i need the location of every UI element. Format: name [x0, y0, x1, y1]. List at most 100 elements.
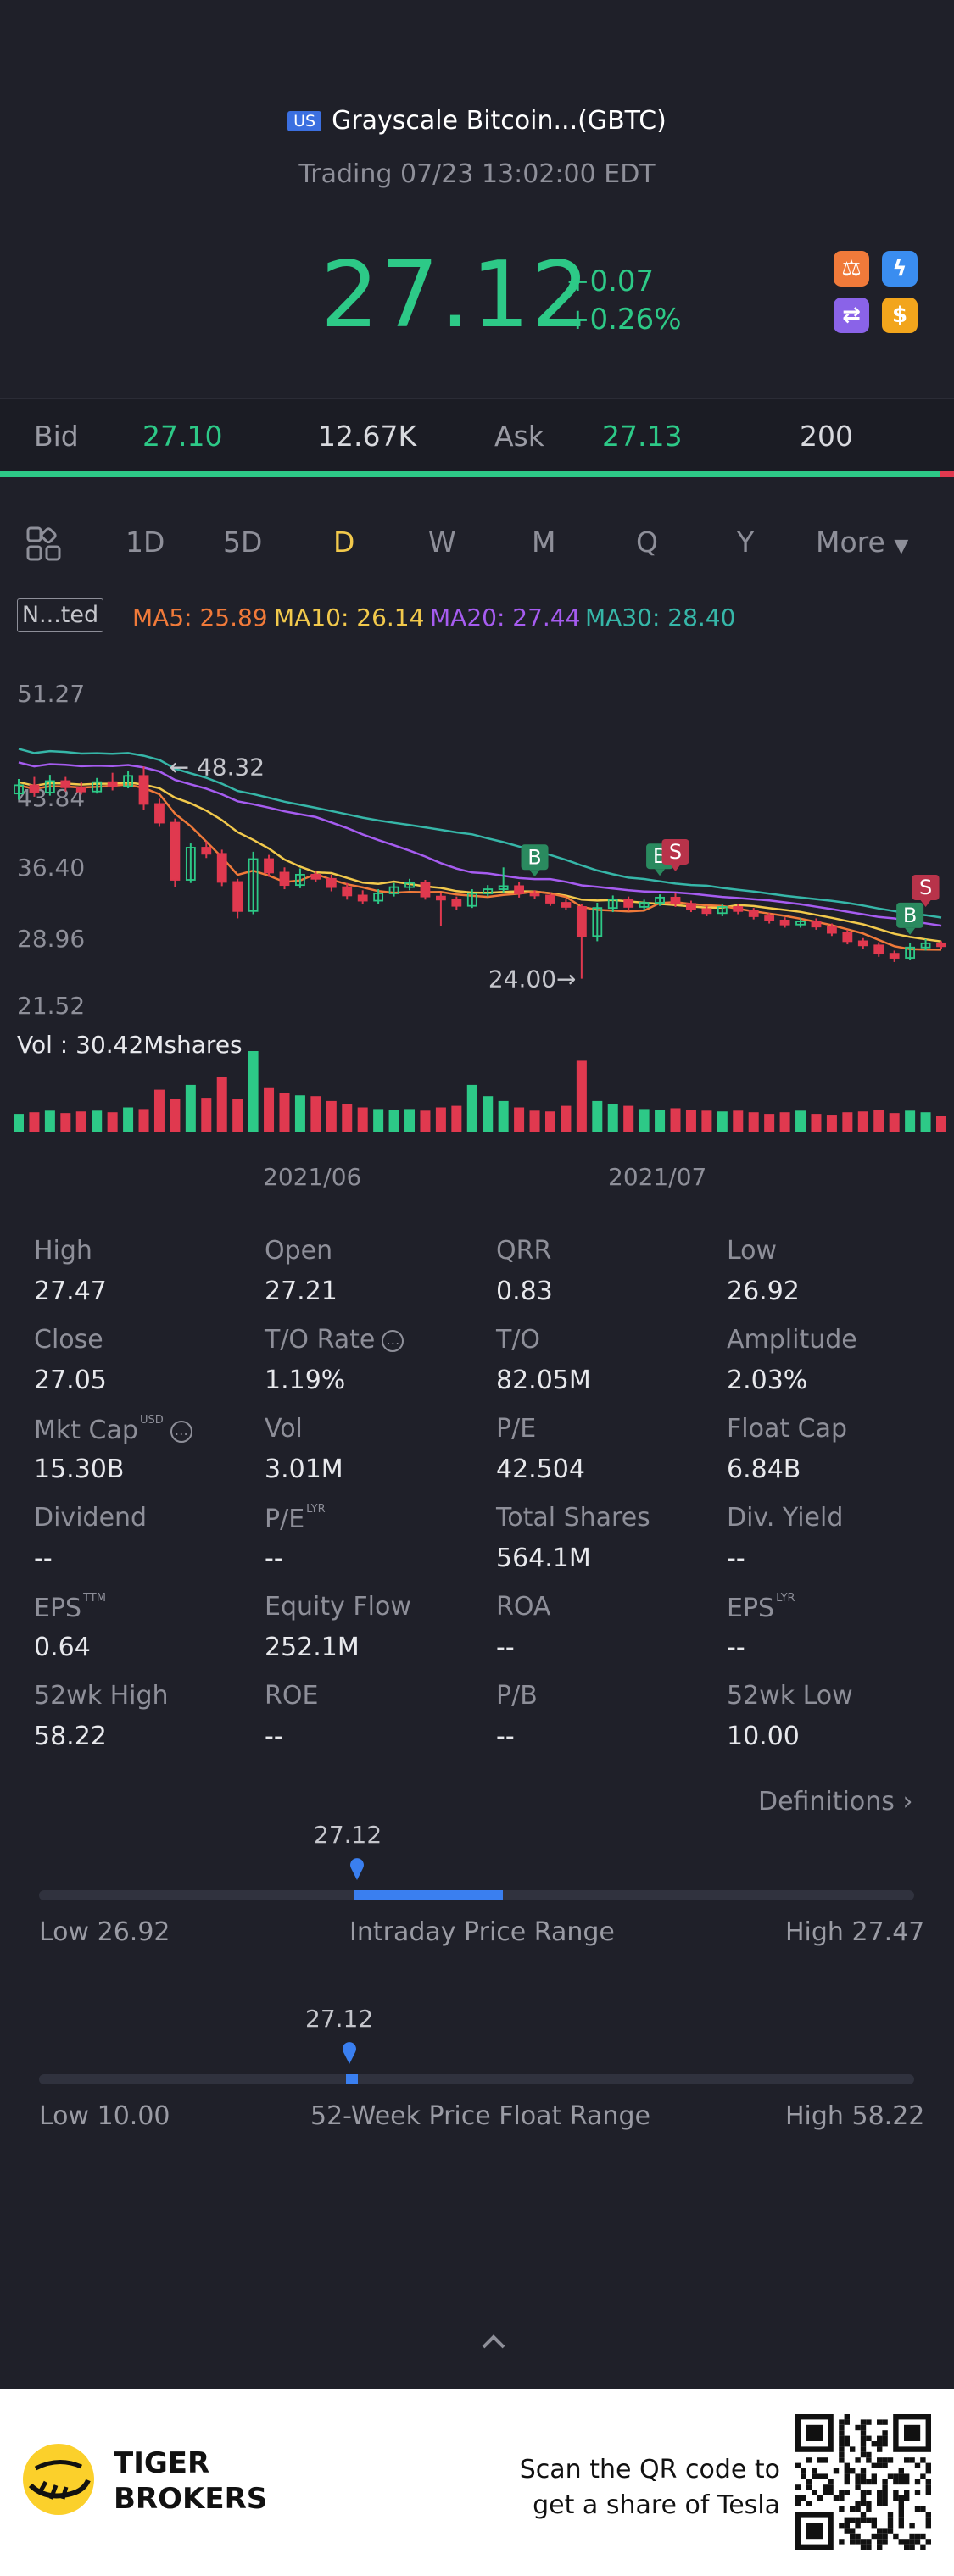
- stat-label: High: [34, 1236, 92, 1266]
- volume-bar: [576, 1060, 587, 1132]
- qr-module: [904, 2457, 910, 2463]
- quote-header: US Grayscale Bitcoin...(GBTC) Trading 07/…: [0, 0, 954, 398]
- qr-module: [817, 2473, 823, 2479]
- bid-size: 12.67K: [318, 420, 417, 453]
- tab-y[interactable]: Y: [737, 526, 755, 559]
- tab-1d[interactable]: 1D: [126, 526, 165, 559]
- tab-w[interactable]: W: [428, 526, 456, 559]
- qr-module: [860, 2435, 867, 2441]
- ma10-value: MA10: 26.14: [274, 604, 425, 631]
- qr-module: [914, 2490, 921, 2495]
- dollar-icon[interactable]: $: [882, 298, 918, 333]
- qr-module: [833, 2495, 840, 2501]
- qr-module: [839, 2419, 845, 2425]
- qr-module: [914, 2533, 921, 2540]
- buy-marker-tip: [529, 870, 540, 877]
- bid-volume-bar: [0, 471, 940, 477]
- period-tabs: 1D 5D D W M Q Y More ▼: [0, 492, 954, 585]
- qr-module: [817, 2495, 823, 2501]
- volume-bar: [201, 1098, 212, 1132]
- candle-body: [75, 786, 86, 793]
- definitions-link[interactable]: Definitions ›: [758, 1787, 912, 1817]
- volume-bar: [514, 1107, 525, 1132]
- qr-module: [882, 2528, 888, 2534]
- stat-label-text: QRR: [496, 1236, 552, 1266]
- candle-body: [764, 915, 775, 921]
- qr-module: [898, 2523, 904, 2529]
- tiger-logo-icon: [20, 2441, 97, 2518]
- qr-module: [914, 2462, 921, 2468]
- qr-module: [844, 2441, 850, 2447]
- qr-module: [844, 2479, 850, 2485]
- qr-module: [920, 2457, 926, 2463]
- promo-footer[interactable]: TIGER BROKERS Scan the QR code to get a …: [0, 2389, 954, 2576]
- qr-module: [904, 2424, 921, 2441]
- qr-module: [909, 2533, 915, 2540]
- stat-value: 27.21: [265, 1277, 338, 1306]
- volume-bar: [138, 1109, 149, 1132]
- stat-value: 27.05: [34, 1366, 107, 1395]
- qr-module: [860, 2501, 867, 2506]
- y-tick-5: 21.52: [17, 992, 86, 1020]
- qr-module: [914, 2539, 921, 2545]
- scale-icon[interactable]: ⚖: [834, 251, 869, 287]
- intraday-marker-icon: [349, 1858, 365, 1880]
- qr-module: [839, 2435, 845, 2441]
- qr-module: [925, 2517, 931, 2523]
- kline-chart[interactable]: 51.27 43.84 36.40 28.96 21.52 Vol : 30.4…: [0, 661, 954, 1204]
- stat-value: --: [496, 1722, 515, 1751]
- flash-icon[interactable]: ϟ: [882, 251, 918, 287]
- last-price: 27.12: [321, 242, 592, 348]
- qr-module: [877, 2495, 883, 2501]
- tab-m[interactable]: M: [532, 526, 556, 559]
- chevron-right-icon: ›: [902, 1787, 913, 1817]
- stat-label-text: Low: [727, 1236, 778, 1266]
- candle-body: [717, 906, 728, 915]
- volume-bar: [264, 1087, 275, 1132]
- qr-module: [877, 2539, 883, 2545]
- info-icon[interactable]: …: [170, 1421, 192, 1443]
- layout-grid-icon[interactable]: [25, 526, 63, 563]
- intraday-title: Intraday Price Range: [349, 1917, 615, 1947]
- volume-bar: [483, 1096, 494, 1132]
- qr-module: [801, 2473, 806, 2479]
- stat-label-text: Div. Yield: [727, 1503, 844, 1533]
- qr-module: [882, 2539, 888, 2545]
- qr-module: [904, 2544, 910, 2550]
- stat-label: P/E LYR: [265, 1503, 326, 1534]
- qr-module: [812, 2490, 817, 2495]
- candle-body: [264, 858, 274, 874]
- qr-module: [877, 2490, 883, 2495]
- qr-module: [839, 2430, 845, 2436]
- qr-module: [844, 2419, 850, 2425]
- exchange-icon[interactable]: ⇄: [834, 298, 869, 333]
- week52-high: High 58.22: [785, 2101, 925, 2131]
- qr-module: [920, 2506, 926, 2512]
- qr-module: [860, 2495, 867, 2501]
- qr-module: [866, 2451, 872, 2458]
- qr-module: [887, 2457, 894, 2463]
- chevron-up-icon[interactable]: [477, 2328, 510, 2354]
- week52-track: [39, 2074, 914, 2084]
- qr-module: [866, 2517, 872, 2523]
- tab-d[interactable]: D: [333, 526, 355, 559]
- volume-bar: [701, 1110, 712, 1132]
- indicator-selector[interactable]: N...ted: [17, 598, 103, 632]
- qr-module: [882, 2490, 888, 2495]
- candle-body: [889, 953, 900, 959]
- qr-module: [860, 2446, 867, 2452]
- y-tick-3: 36.40: [17, 854, 86, 882]
- high-annotation: ← 48.32: [170, 753, 265, 781]
- qr-module: [898, 2539, 904, 2545]
- qr-module: [866, 2435, 872, 2441]
- qr-module: [871, 2479, 877, 2485]
- sell-marker-tip: [670, 864, 681, 871]
- qr-module: [833, 2468, 840, 2474]
- tab-more[interactable]: More ▼: [816, 526, 908, 559]
- tab-q[interactable]: Q: [636, 526, 658, 559]
- info-icon[interactable]: …: [382, 1330, 404, 1352]
- qr-module: [904, 2473, 910, 2479]
- volume-bar: [592, 1100, 603, 1132]
- tab-5d[interactable]: 5D: [223, 526, 263, 559]
- stock-title[interactable]: US Grayscale Bitcoin...(GBTC): [0, 106, 954, 136]
